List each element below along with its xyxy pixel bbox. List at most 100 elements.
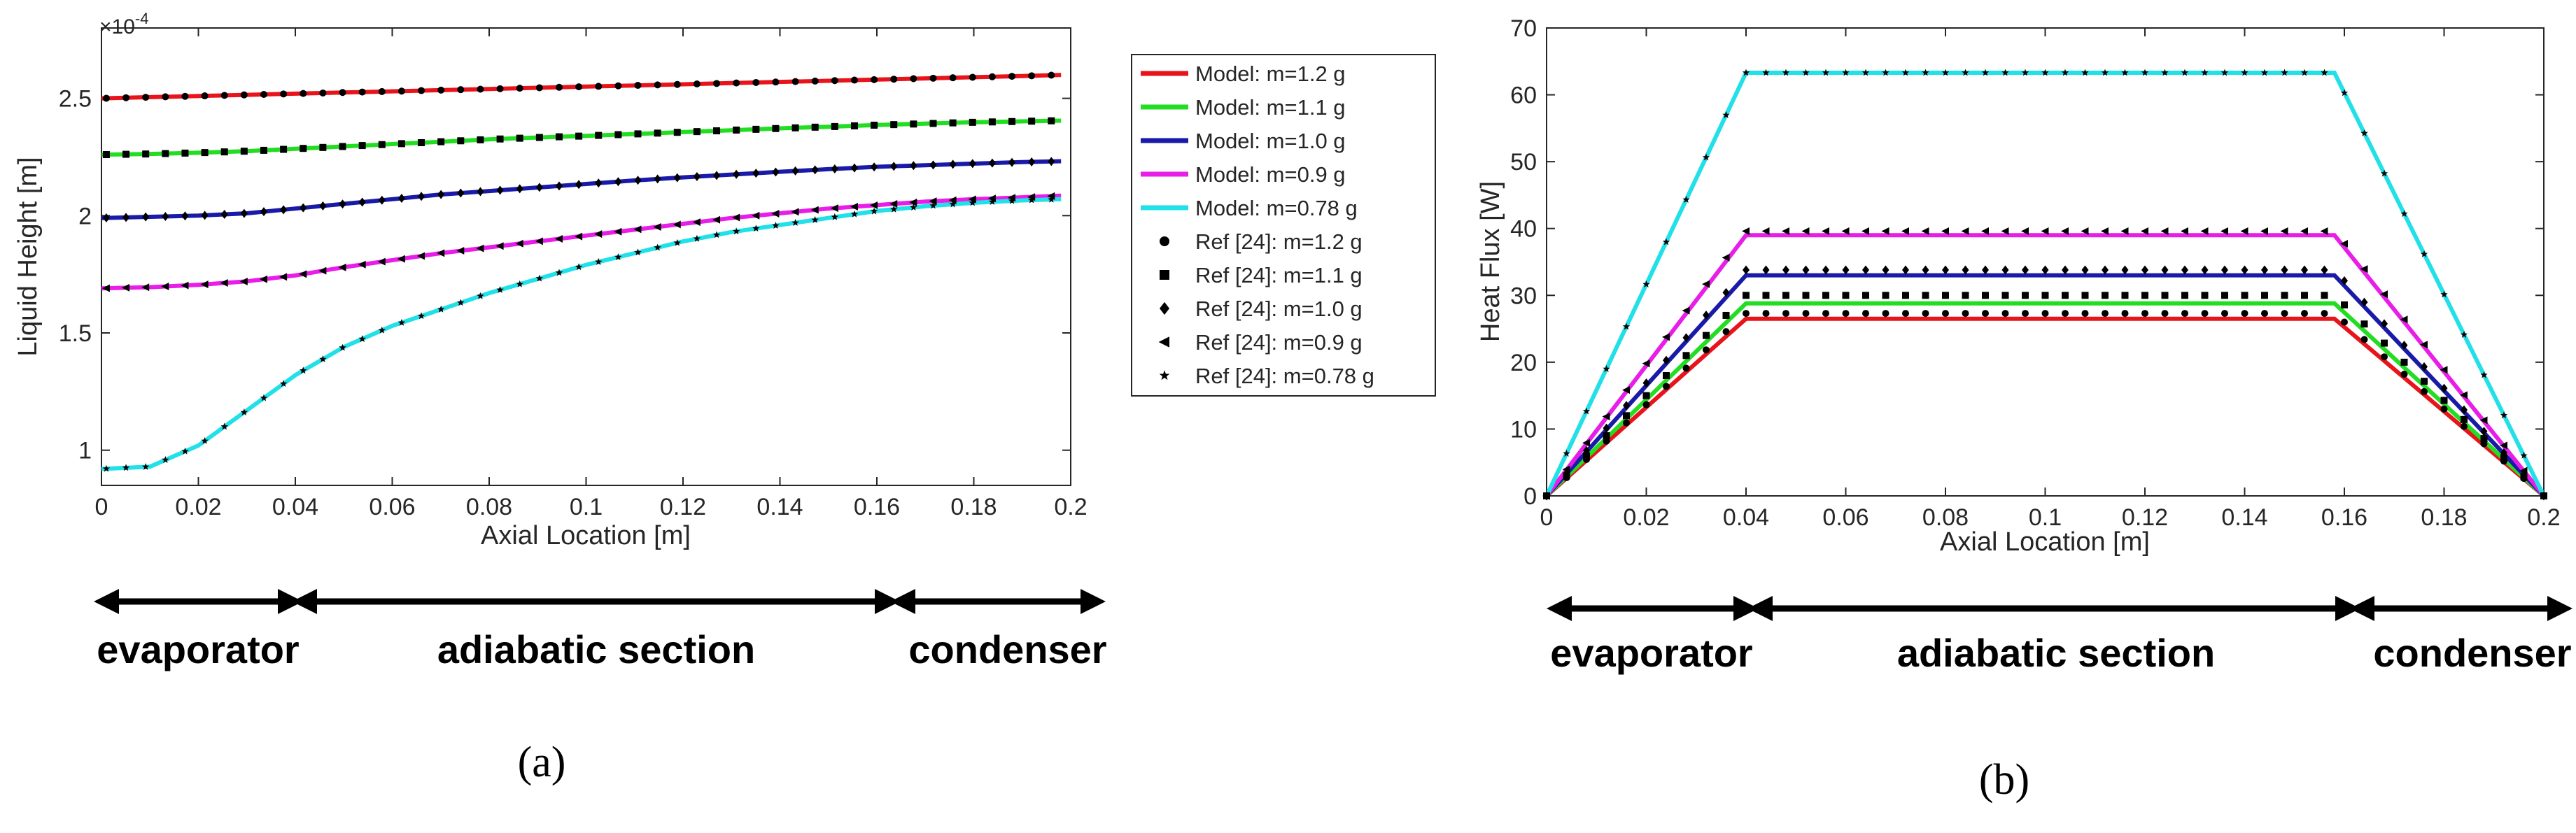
panel-b-ref-marker (2281, 69, 2288, 76)
legend-entry: Model: m=0.78 g (1141, 196, 1358, 220)
panel-a-ref-marker (614, 82, 622, 90)
panel-a-ref-marker (300, 366, 307, 374)
panel-b-ref-marker (2001, 69, 2009, 76)
panel-a-ref-marker (634, 176, 642, 185)
panel-b-ref-marker (1663, 355, 1670, 365)
panel-a-ref-marker (949, 159, 957, 169)
panel-a-ref-marker (417, 312, 425, 320)
panel-b-ref-marker (2281, 310, 2288, 318)
panel-a-ref-marker (713, 127, 721, 135)
panel-b-ref-marker (1861, 69, 1870, 76)
panel-a-ref-marker (378, 87, 386, 95)
panel-a-ref-marker (929, 197, 937, 206)
panel-a-ref-marker (850, 122, 858, 129)
panel-a-ref-marker (102, 94, 110, 102)
panel-b-ref-marker (2381, 353, 2388, 361)
panel-a-ref-marker (102, 464, 111, 472)
panel-a-ref-marker (909, 198, 917, 206)
panel-a-ref-marker (987, 194, 996, 203)
panel-b-ref-marker (1802, 292, 1810, 299)
panel-b-ref-marker (1921, 227, 1929, 236)
panel-a-ref-marker (239, 277, 248, 285)
panel-a-ref-marker (554, 234, 563, 243)
panel-b-ref-marker (2022, 292, 2029, 299)
legend-label: Model: m=0.78 g (1195, 196, 1358, 220)
panel-b-ref-marker (1902, 292, 1909, 299)
panel-b-ref-marker (1962, 292, 1969, 299)
panel-b-ref-marker (2400, 341, 2408, 350)
panel-b-ref-marker (2181, 227, 2188, 236)
panel-b-ref-marker (1662, 333, 1670, 341)
panel-a-ref-marker (280, 205, 288, 215)
panel-b-ref-marker (1702, 280, 1710, 288)
panel-b-ref-marker (2300, 69, 2309, 76)
panel-b-ref-marker (1882, 292, 1889, 299)
panel-a-ref-marker (162, 211, 169, 221)
panel-a-ref-marker (358, 260, 366, 269)
panel-a-ref-marker (988, 73, 996, 80)
panel-b-chart: 0 0.02 0.04 0.06 0.08 0.1 0.12 0.14 0.16 0.18 0.2 … (1476, 15, 2561, 557)
panel-a-ref-marker (850, 76, 858, 84)
panel-a-ref-marker (496, 135, 504, 143)
panel-b-ref-marker (1902, 310, 1909, 318)
panel-b-ref-marker (2519, 467, 2528, 475)
legend-entry: Model: m=0.9 g (1141, 162, 1346, 187)
panel-b-y-tick-label: 0 (1523, 483, 1537, 510)
panel-a-ref-marker (850, 163, 858, 173)
panel-a-ref-marker (555, 133, 563, 141)
panel-a-ref-marker (280, 90, 288, 98)
panel-a-ref-marker (377, 257, 386, 266)
panel-b-ref-marker (1942, 292, 1949, 299)
panel-a-ref-marker (122, 464, 130, 471)
panel-a-ref-marker (673, 238, 681, 246)
panel-a-ref-marker (654, 81, 661, 89)
panel-b-ref-marker (2360, 129, 2368, 136)
panel-b-y-tick-label: 70 (1510, 15, 1537, 42)
legend-marker-swatch (1160, 301, 1169, 315)
panel-b-ref-marker (2041, 227, 2049, 236)
panel-a-ref-marker (752, 211, 760, 220)
panel-a-ref-marker (871, 121, 878, 129)
panel-b-ref-marker (2121, 265, 2129, 275)
panel-a-ref-marker (575, 132, 583, 140)
panel-a-ref-marker (772, 167, 780, 177)
panel-b-ref-marker (1582, 407, 1591, 415)
panel-b-ref-marker (2001, 292, 2009, 299)
panel-a-ref-marker (1028, 72, 1036, 80)
panel-b-ref-marker (1623, 401, 1630, 411)
panel-b-ref-marker (1862, 292, 1869, 299)
panel-a-ref-marker (575, 83, 583, 91)
panel-b-ref-marker (2161, 265, 2169, 275)
panel-b-ref-marker (1743, 310, 1750, 318)
panel-a-ref-marker (871, 162, 878, 172)
panel-a-ref-marker (1008, 197, 1016, 204)
panel-b-ref-marker (2440, 290, 2448, 298)
panel-b-y-tick-label: 30 (1510, 283, 1537, 309)
panel-a-ref-marker (437, 249, 445, 257)
panel-a-ref-marker (418, 192, 425, 201)
panel-a-ref-marker (142, 94, 150, 101)
panel-b-ref-marker (2022, 310, 2029, 318)
panel-a-ref-marker (1008, 73, 1016, 80)
panel-a-ref-marker (201, 92, 209, 100)
panel-a-ref-marker (1047, 192, 1055, 200)
panel-a-ref-marker (969, 73, 976, 81)
panel-b-ref-marker (1941, 69, 1950, 76)
panel-b-ref-marker (2480, 427, 2488, 436)
panel-a-x-tick-label: 0.02 (175, 494, 221, 520)
panel-a-y-multiplier: ×10-4 (99, 10, 148, 38)
panel-a-ref-marker (101, 284, 110, 292)
panel-a-ref-marker (515, 239, 523, 248)
panel-a-ref-marker (693, 234, 701, 242)
panel-a-x-tick-label: 0.18 (950, 494, 997, 520)
panel-a-ref-marker (654, 174, 661, 184)
panel-b-ref-marker (2141, 69, 2149, 76)
panel-a-ref-marker (910, 161, 917, 171)
legend-label: Ref [24]: m=0.78 g (1195, 364, 1374, 388)
panel-a-x-tick-label: 0 (95, 494, 108, 520)
panel-b-ref-marker (1742, 227, 1750, 236)
panel-b-ref-marker (2479, 416, 2488, 425)
panel-b-ref-marker (2301, 310, 2308, 318)
panel-a-y-tick-label: 2.5 (59, 86, 92, 113)
panel-b-ref-marker (2102, 265, 2109, 275)
